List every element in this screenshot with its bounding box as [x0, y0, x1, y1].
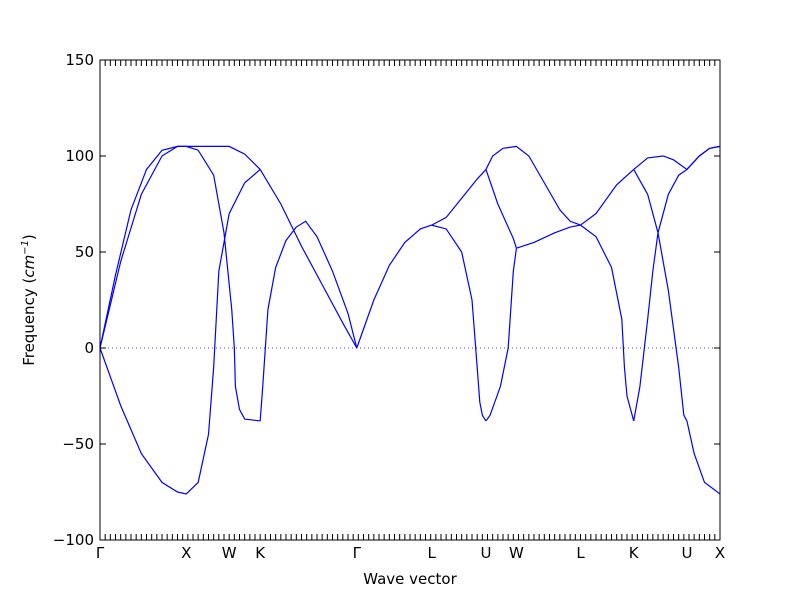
band-line-5: [259, 220, 358, 422]
y-tick-label: 150: [65, 51, 94, 69]
y-axis-label: Frequency (cm−1): [20, 234, 38, 366]
x-tick-label-2: W: [222, 544, 237, 562]
band-line-1: [99, 145, 261, 349]
band-line-3: [99, 168, 261, 495]
plot-frame: [99, 59, 721, 541]
x-tick-label-11: X: [715, 544, 725, 562]
band-line-9: [485, 169, 518, 249]
x-tick-label-10: U: [681, 544, 692, 562]
band-line-6: [356, 169, 487, 349]
y-axis-label-unit: cm: [20, 255, 38, 278]
x-tick-label-1: X: [181, 544, 191, 562]
y-tick-label: 100: [65, 147, 94, 165]
x-tick-label-7: W: [509, 544, 524, 562]
x-tick-label-5: L: [428, 544, 437, 562]
y-axis-label-close: ): [20, 234, 38, 240]
band-line-4: [99, 145, 261, 422]
band-line-7: [431, 224, 487, 422]
x-axis-label: Wave vector: [363, 570, 457, 588]
band-line-10: [485, 248, 518, 422]
y-tick-label: −50: [62, 435, 94, 453]
x-tick-label-0: Γ: [96, 544, 105, 562]
y-tick-label: 50: [75, 243, 94, 261]
x-tick-label-8: L: [576, 544, 585, 562]
band-line-11: [516, 168, 635, 249]
y-tick-label: 0: [84, 339, 94, 357]
y-axis-label-exponent: −1: [20, 240, 31, 255]
x-tick-label-9: K: [629, 544, 640, 562]
x-tick-label-4: Γ: [353, 544, 362, 562]
x-tick-label-3: K: [255, 544, 266, 562]
y-axis-label-text: Frequency (: [20, 278, 38, 366]
band-line-15: [633, 169, 721, 495]
x-tick-label-6: U: [480, 544, 491, 562]
band-line-14: [633, 145, 721, 422]
band-line-2: [259, 169, 358, 349]
y-tick-label: −100: [53, 531, 94, 549]
band-line-12: [580, 224, 635, 422]
band-line-8: [485, 145, 581, 226]
